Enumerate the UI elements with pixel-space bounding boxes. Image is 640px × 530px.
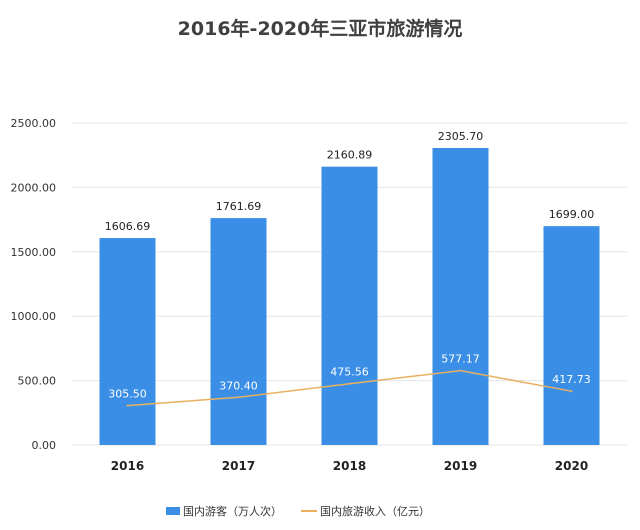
line-value-label: 305.50 [108, 388, 147, 401]
x-tick-label: 2017 [222, 459, 255, 473]
bar-value-label: 2305.70 [438, 130, 484, 143]
bar-value-label: 2160.89 [327, 149, 373, 162]
legend-item-line[interactable]: 国内旅游收入（亿元） [301, 503, 430, 519]
line-value-label: 417.73 [552, 373, 591, 386]
y-tick-label: 2000.00 [11, 181, 57, 194]
y-tick-label: 0.00 [32, 439, 57, 452]
x-tick-label: 2019 [444, 459, 477, 473]
bar [99, 238, 156, 445]
y-tick-label: 500.00 [18, 375, 57, 388]
bar [321, 166, 378, 445]
line-point [348, 382, 351, 385]
x-tick-label: 2018 [333, 459, 366, 473]
bar [432, 148, 489, 446]
bar-value-label: 1699.00 [549, 208, 595, 221]
line-point [459, 369, 462, 372]
legend-swatch-bar [166, 507, 180, 515]
bar [543, 226, 600, 445]
line-point [126, 404, 129, 407]
legend-label: 国内旅游收入（亿元） [320, 505, 430, 518]
y-tick-label: 2500.00 [11, 117, 57, 130]
bar [210, 218, 267, 445]
chart-title: 2016年-2020年三亚市旅游情况 [177, 18, 463, 40]
legend-label: 国内游客（万人次） [183, 505, 282, 518]
legend-item-bar[interactable]: 国内游客（万人次） [166, 503, 282, 519]
bar-value-label: 1606.69 [105, 220, 151, 233]
line-value-label: 577.17 [441, 353, 480, 366]
line-point [237, 396, 240, 399]
x-tick-label: 2016 [111, 459, 144, 473]
y-tick-label: 1500.00 [11, 246, 57, 259]
line-point [570, 390, 573, 393]
bar-value-label: 1761.69 [216, 200, 262, 213]
line-value-label: 475.56 [330, 366, 369, 379]
x-tick-label: 2020 [555, 459, 588, 473]
legend-swatch-line [301, 510, 317, 512]
line-value-label: 370.40 [219, 379, 258, 392]
y-tick-label: 1000.00 [11, 310, 57, 323]
